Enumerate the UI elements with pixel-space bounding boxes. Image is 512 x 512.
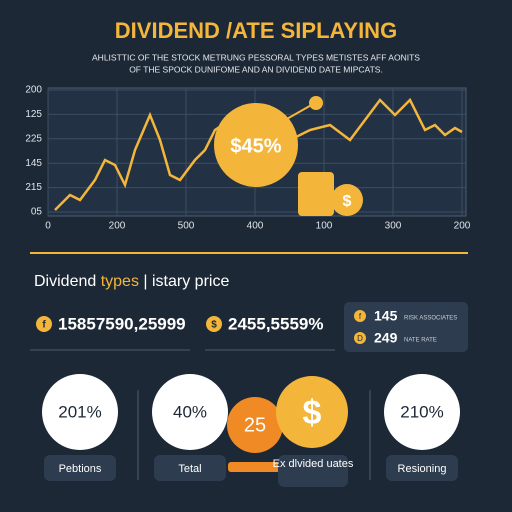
stat-icon	[36, 316, 52, 332]
box-icon-label: f	[359, 312, 362, 321]
stat-icon-label: $	[211, 320, 217, 331]
title: DIVIDEND /ATE SIPLAYING	[115, 18, 397, 43]
bubble-label: $45%	[230, 135, 281, 157]
box-icon	[354, 310, 366, 322]
circle-value: 201%	[58, 402, 101, 421]
box-note: NATE RATE	[404, 338, 437, 344]
accent-value: 25	[244, 414, 266, 436]
y-label: 225	[25, 133, 42, 144]
marker-dot	[309, 96, 323, 110]
bag-icon	[298, 172, 334, 216]
box-icon-label: D	[357, 334, 363, 343]
x-label: 400	[247, 221, 264, 232]
circle-value: 40%	[173, 402, 207, 421]
circle-tag	[154, 455, 226, 481]
circle-label: Resioning	[398, 463, 447, 475]
circle-value: 210%	[400, 402, 443, 421]
heading-highlight: types	[101, 273, 139, 290]
stat-circle	[384, 374, 460, 450]
accent-circle	[227, 397, 283, 453]
stat-value: 2455,5559%	[228, 314, 323, 333]
stat-circle	[42, 374, 118, 450]
box-value: 249	[374, 330, 398, 346]
x-label: 0	[45, 221, 51, 232]
heading-part: | istary price	[139, 273, 230, 290]
stat-icon	[206, 316, 222, 332]
circle-tag	[44, 455, 116, 481]
circle-label: Pebtions	[59, 463, 102, 475]
stat-value: 15857590,25999	[58, 314, 186, 333]
circle-label: Ex dlvided uates	[273, 458, 354, 470]
y-label: 200	[25, 85, 42, 96]
pedestal	[228, 462, 284, 472]
subtitle: AHLISTTIC OF THE STOCK METRUNG PESSORAL …	[92, 52, 420, 62]
circles: 201% Pebtions 40% Tetal 25 $ Ex dlvided …	[42, 374, 460, 487]
accent-symbol: $	[303, 394, 322, 432]
circle-tag	[386, 455, 458, 481]
x-label: 300	[385, 221, 402, 232]
y-label: 125	[25, 109, 42, 120]
x-label: 200	[109, 221, 126, 232]
heading-part: Dividend	[34, 273, 101, 290]
section-heading: Dividend types | istary price	[34, 273, 229, 290]
stat-icon-label: f	[42, 320, 46, 331]
x-label: 500	[178, 221, 195, 232]
info-box	[344, 302, 468, 352]
circle-tag	[278, 455, 348, 487]
x-label: 200	[454, 221, 471, 232]
coin-label: $	[343, 193, 352, 210]
y-label: 215	[25, 182, 42, 193]
y-label: 145	[25, 158, 42, 169]
chart: $45% $ 200 125 225 145 215 050 200 500 400 100 300…	[25, 85, 470, 232]
box-note: RISK ASSOCIATES	[404, 316, 457, 322]
coin-icon	[331, 184, 363, 216]
bubble	[214, 103, 298, 187]
x-label: 100	[316, 221, 333, 232]
accent-circle	[276, 376, 348, 448]
stat-circle	[152, 374, 228, 450]
y-label: 05	[31, 207, 43, 218]
box-icon	[354, 332, 366, 344]
subtitle: OF THE SPOCK DUNIFOME AND AN DIVIDEND DA…	[129, 64, 383, 74]
box-value: 145	[374, 308, 398, 324]
circle-label: Tetal	[178, 463, 201, 475]
